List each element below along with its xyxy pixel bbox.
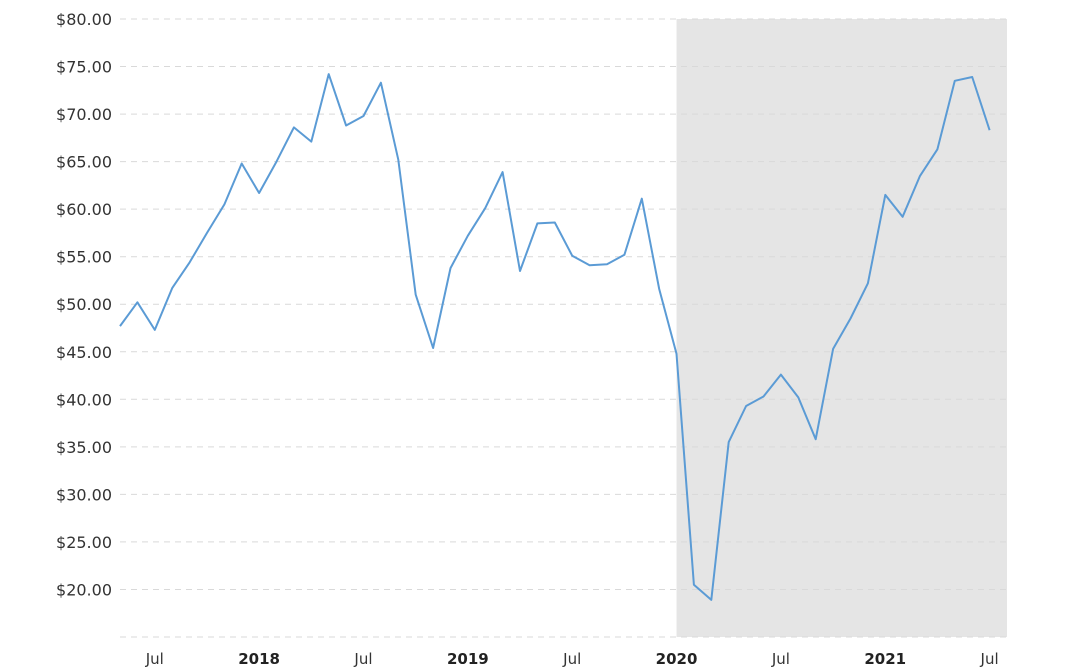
data-point	[971, 76, 973, 78]
data-point	[745, 405, 747, 407]
data-point	[502, 171, 504, 173]
data-point	[710, 599, 712, 601]
data-point	[328, 73, 330, 75]
x-tick-label: Jul	[145, 650, 164, 668]
data-point	[902, 216, 904, 218]
y-tick-label: $45.00	[56, 343, 112, 362]
data-point	[850, 318, 852, 320]
x-tick-label: 2018	[238, 650, 280, 668]
data-point	[293, 126, 295, 128]
data-point	[276, 161, 278, 163]
data-point	[432, 347, 434, 349]
data-point	[241, 163, 243, 165]
y-tick-label: $55.00	[56, 248, 112, 267]
gridlines	[120, 18, 1007, 638]
data-point	[693, 584, 695, 586]
data-point	[415, 294, 417, 296]
y-tick-label: $50.00	[56, 295, 112, 314]
y-tick-label: $20.00	[56, 580, 112, 599]
data-point	[989, 129, 991, 131]
data-point	[310, 141, 312, 143]
data-point	[815, 438, 817, 440]
data-point	[171, 287, 173, 289]
y-tick-label: $60.00	[56, 200, 112, 219]
data-point	[884, 194, 886, 196]
data-point	[780, 374, 782, 376]
data-point	[154, 329, 156, 331]
y-tick-label: $70.00	[56, 105, 112, 124]
data-point	[763, 396, 765, 398]
data-point	[728, 441, 730, 443]
x-tick-label: Jul	[353, 650, 372, 668]
data-point	[832, 348, 834, 350]
x-tick-label: Jul	[771, 650, 790, 668]
data-point	[380, 82, 382, 84]
x-tick-label: Jul	[562, 650, 581, 668]
y-tick-label: $80.00	[56, 10, 112, 29]
data-point	[606, 263, 608, 265]
data-point	[623, 254, 625, 256]
y-tick-label: $30.00	[56, 485, 112, 504]
data-point	[867, 282, 869, 284]
data-point	[536, 222, 538, 224]
data-point	[936, 148, 938, 150]
data-point	[519, 270, 521, 272]
data-point	[136, 301, 138, 303]
data-point	[206, 232, 208, 234]
y-tick-label: $40.00	[56, 390, 112, 409]
data-point	[641, 198, 643, 200]
data-point	[589, 264, 591, 266]
x-tick-label: 2021	[864, 650, 906, 668]
data-point	[919, 175, 921, 177]
price-series-line	[119, 73, 991, 601]
x-tick-label: 2020	[656, 650, 698, 668]
data-point	[954, 80, 956, 82]
data-point	[397, 159, 399, 161]
y-tick-label: $75.00	[56, 58, 112, 77]
y-tick-label: $25.00	[56, 533, 112, 552]
data-point	[258, 192, 260, 194]
x-tick-label: Jul	[980, 650, 999, 668]
data-point	[223, 203, 225, 205]
shaded-region	[676, 19, 1007, 637]
data-point	[554, 222, 556, 224]
data-point	[119, 325, 121, 327]
y-axis-tick-labels: $20.00 $25.00 $30.00 $35.00 $40.00 $45.00 $50.…	[56, 10, 112, 599]
data-point	[571, 255, 573, 257]
y-tick-label: $65.00	[56, 153, 112, 172]
y-tick-label: $35.00	[56, 438, 112, 457]
data-point	[189, 261, 191, 263]
data-point	[363, 115, 365, 117]
data-point	[797, 396, 799, 398]
data-point	[450, 267, 452, 269]
data-point	[467, 235, 469, 237]
data-point	[345, 125, 347, 127]
data-point	[676, 353, 678, 355]
data-point	[658, 288, 660, 290]
data-point	[484, 207, 486, 209]
x-axis-tick-labels: Jul 2018 Jul 2019 Jul 2020 Jul 2021 Jul	[145, 650, 999, 668]
x-tick-label: 2019	[447, 650, 489, 668]
